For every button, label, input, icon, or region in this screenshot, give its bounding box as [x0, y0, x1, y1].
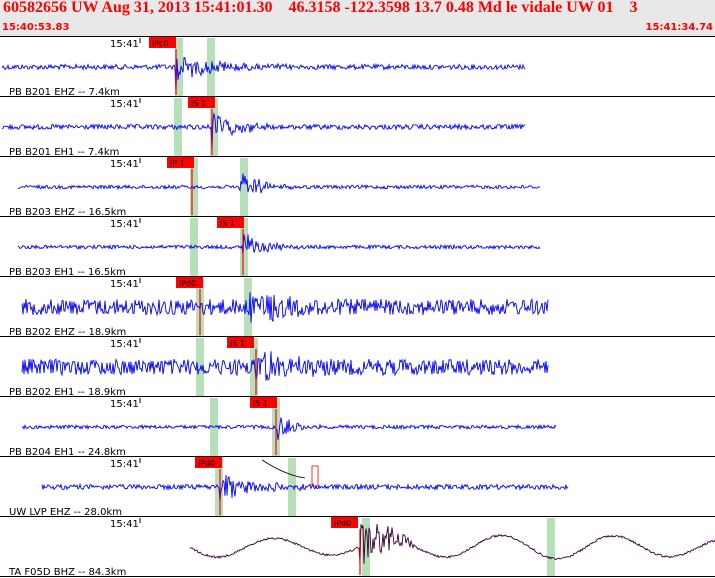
- waveform-trace: [1, 57, 526, 93]
- annotation-curve: [261, 459, 306, 479]
- time-tick-label: 15:41: [110, 399, 139, 410]
- station-label: PB B202 EHZ -- 18.9km: [9, 327, 126, 338]
- pick-box[interactable]: [331, 517, 358, 528]
- waveform-trace: [189, 523, 715, 565]
- pick-window-marker: [210, 98, 218, 157]
- station-label: PB B201 EHZ -- 7.4km: [9, 87, 120, 98]
- pick-label: iPd0: [198, 459, 215, 468]
- station-label: PB B201 EH1 -- 7.4km: [9, 147, 119, 158]
- waveform-trace: [21, 417, 557, 440]
- station-label: PB B203 EHZ -- 16.5km: [9, 207, 126, 218]
- pick-window-marker: [240, 218, 248, 277]
- waveform-trace: [21, 292, 549, 323]
- pick-label: iS 1: [230, 339, 245, 348]
- start-time: 15:40:53.83: [2, 22, 70, 33]
- time-tick-label: 15:41: [110, 99, 139, 110]
- pick-window-marker: [196, 338, 204, 397]
- pick-window-marker: [288, 458, 296, 517]
- pick-box[interactable]: [217, 217, 244, 228]
- pick-box[interactable]: [167, 157, 194, 168]
- pick-box[interactable]: [227, 337, 254, 348]
- pick-label: iPd0: [179, 279, 196, 288]
- pick-box[interactable]: [188, 97, 215, 108]
- station-label: TA F05D BHZ -- 84.3km: [8, 567, 126, 578]
- waveform-trace: [21, 351, 549, 381]
- station-label: PB B202 EH1 -- 18.9km: [9, 387, 126, 398]
- waveform-trace: [41, 474, 569, 503]
- coda-marker[interactable]: [311, 465, 319, 487]
- pick-box[interactable]: [176, 277, 203, 288]
- pick-label: iPc0: [152, 39, 169, 48]
- pick-box[interactable]: [195, 457, 222, 468]
- pick-box[interactable]: [149, 37, 176, 48]
- pick-window-marker: [250, 338, 258, 397]
- time-tick-label: 15:41: [110, 279, 139, 290]
- pick-label: iS 1: [253, 399, 268, 408]
- time-tick-label: 15:41: [110, 159, 139, 170]
- pick-window-marker: [244, 278, 252, 337]
- pick-label: iP 1: [170, 159, 185, 168]
- time-tick-label: 15:41: [110, 339, 139, 350]
- end-time: 15:41:34.74: [645, 22, 713, 33]
- time-tick-label: 15:41: [110, 459, 139, 470]
- time-tick-label: 15:41: [110, 219, 139, 230]
- time-tick-label: 15:41: [110, 519, 139, 530]
- waveform-trace: [17, 234, 541, 257]
- station-label: PB B204 EH1 -- 24.8km: [9, 447, 126, 458]
- pick-label: iS 1: [220, 219, 235, 228]
- station-label: PB B203 EH1 -- 16.5km: [9, 267, 126, 278]
- pick-window-marker: [362, 518, 370, 577]
- pick-window-marker: [240, 158, 248, 217]
- pick-window-marker: [175, 38, 183, 97]
- event-title: 60582656 UW Aug 31, 2013 15:41:01.30 46.…: [3, 0, 638, 16]
- station-label: UW LVP EHZ -- 28.0km: [9, 507, 122, 518]
- waveform-trace: [1, 113, 526, 152]
- time-tick-label: 15:41: [110, 39, 139, 50]
- waveform-trace: [17, 173, 541, 194]
- event-header: 60582656 UW Aug 31, 2013 15:41:01.30 46.…: [0, 0, 715, 36]
- pick-label: iS 1: [191, 99, 206, 108]
- pick-window-marker: [547, 518, 555, 577]
- pick-label: iPd0: [334, 519, 351, 528]
- pick-box[interactable]: [250, 397, 277, 408]
- pick-window-marker: [190, 158, 198, 217]
